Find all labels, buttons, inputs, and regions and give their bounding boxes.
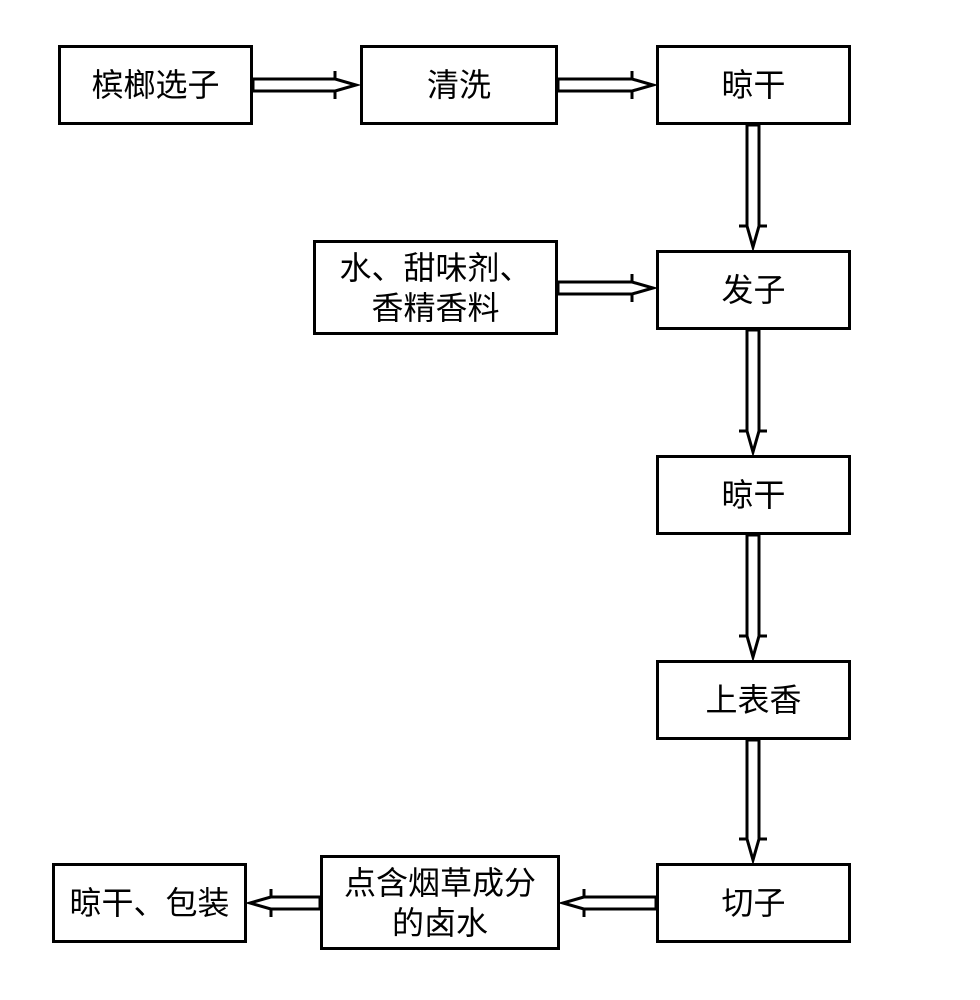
flowchart-arrow: [0, 0, 980, 1000]
flowchart-canvas: 槟榔选子 清洗 晾干 水、甜味剂、 香精香料 发子 晾干 上表香 切子 点含烟草…: [0, 0, 980, 1000]
